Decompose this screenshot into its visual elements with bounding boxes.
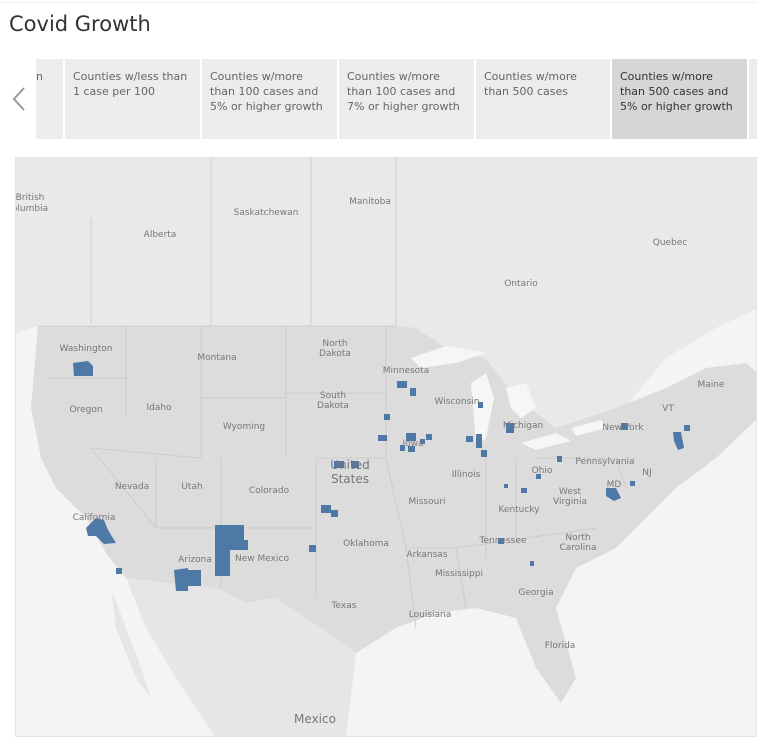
region-label: olumbia xyxy=(15,204,49,214)
region-label: Wyoming xyxy=(222,422,266,432)
region-label: Utah xyxy=(181,482,203,492)
region-label: Ohio xyxy=(531,466,553,476)
map-canvas xyxy=(16,158,756,736)
region-label: Georgia xyxy=(518,588,554,598)
region-label: North Dakota xyxy=(319,339,351,359)
region-label: Oklahoma xyxy=(343,539,389,549)
story-tab[interactable]: Counties w/less than 1 case per 100 xyxy=(65,59,200,139)
region-label: South Dakota xyxy=(317,391,349,411)
map: British olumbia Alberta Saskatchewan Man… xyxy=(15,157,757,737)
country-label: United States xyxy=(330,458,370,486)
region-label: North Carolina xyxy=(559,533,597,553)
region-label: Wisconsin xyxy=(434,397,480,407)
region-label: Pennsylvania xyxy=(575,457,635,467)
region-label: Colorado xyxy=(248,486,290,496)
region-label: Illinois xyxy=(451,470,481,480)
prev-arrow[interactable] xyxy=(8,84,32,114)
region-label: Kentucky xyxy=(498,505,540,515)
county-marks xyxy=(73,361,690,591)
region-label: Tennessee xyxy=(479,536,527,546)
region-label: Minnesota xyxy=(382,366,430,376)
region-label: Maine xyxy=(697,380,725,390)
region-label: Alberta xyxy=(143,230,177,240)
region-label: NJ xyxy=(642,468,652,478)
region-label: Michigan xyxy=(502,421,544,431)
story-tab[interactable] xyxy=(749,59,757,139)
region-label: Missouri xyxy=(408,497,446,507)
country-label: Mexico xyxy=(294,712,336,726)
story-tab[interactable]: Counties w/more than 100 cases and 5% or… xyxy=(202,59,337,139)
region-label: Manitoba xyxy=(349,197,391,207)
story-tab[interactable]: Counties w/more than 100 cases and 7% or… xyxy=(339,59,474,139)
region-label: Montana xyxy=(197,353,237,363)
region-label: VT xyxy=(662,404,674,414)
region-label: Arizona xyxy=(178,555,212,565)
story-tab[interactable]: Counties w/more than 500 cases xyxy=(476,59,610,139)
region-label: Idaho xyxy=(146,403,172,413)
title: Covid Growth xyxy=(9,12,151,36)
region-label: MD xyxy=(606,480,622,490)
region-label: Texas xyxy=(331,601,357,611)
region-label: Mississippi xyxy=(435,569,483,579)
region-label: British xyxy=(15,193,45,203)
region-label: Oregon xyxy=(69,405,103,415)
region-label: New Mexico xyxy=(235,554,289,564)
region-label: Florida xyxy=(544,641,576,651)
story-tab-selected[interactable]: Counties w/more than 500 cases and 5% or… xyxy=(612,59,747,139)
region-label: New York xyxy=(602,423,644,433)
region-label: Quebec xyxy=(652,238,688,248)
region-label: West Virginia xyxy=(553,487,587,507)
region-label: Louisiana xyxy=(408,610,452,620)
region-label: California xyxy=(72,513,116,523)
story-tab[interactable]: n xyxy=(36,59,63,139)
region-label: Saskatchewan xyxy=(233,208,299,218)
region-label: Washington xyxy=(59,344,113,354)
region-label: Iowa xyxy=(402,439,424,449)
region-label: Arkansas xyxy=(406,550,448,560)
divider xyxy=(0,2,757,3)
region-label: Ontario xyxy=(504,279,538,289)
region-label: Nevada xyxy=(114,482,150,492)
